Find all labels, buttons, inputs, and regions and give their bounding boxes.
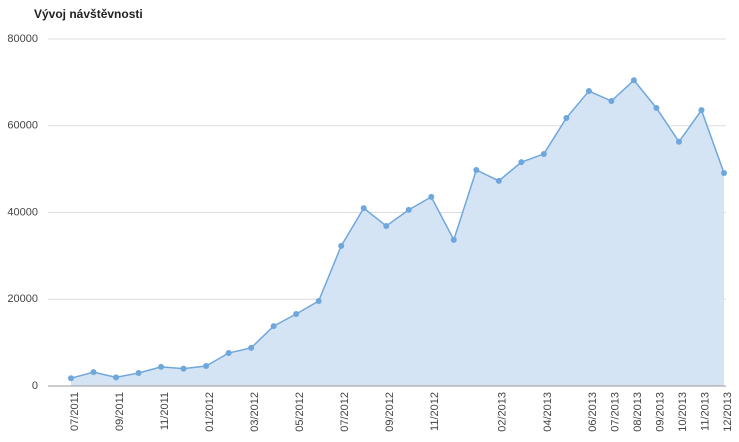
x-tick-label: 09/2011 (114, 392, 126, 431)
point (585, 88, 592, 95)
y-tick-label: 40000 (7, 206, 38, 218)
point (90, 369, 97, 376)
point (540, 150, 547, 157)
x-tick-label: 04/2013 (542, 392, 554, 432)
point (203, 363, 210, 370)
point (495, 177, 502, 184)
y-tick-label: 0 (32, 380, 38, 392)
x-tick-label: 07/2013 (609, 392, 621, 432)
point (270, 323, 277, 330)
x-tick-label: 09/2013 (654, 392, 666, 432)
point (338, 242, 345, 249)
x-tick-label: 03/2012 (249, 392, 261, 432)
point (675, 138, 682, 145)
y-tick-label: 20000 (7, 293, 38, 305)
x-tick-label: 06/2013 (587, 392, 599, 432)
point (428, 193, 435, 200)
point (405, 206, 412, 213)
line (70, 79, 725, 379)
point (518, 159, 525, 166)
x-tick-label: 12/2013 (722, 392, 734, 432)
x-tick-label: 05/2012 (294, 392, 306, 432)
point (293, 310, 300, 317)
point (135, 369, 142, 376)
chart-title: Vývoj návštěvnosti (34, 7, 143, 21)
point (563, 114, 570, 121)
x-tick-label: 01/2012 (204, 392, 216, 432)
point (473, 166, 480, 173)
point (653, 104, 660, 111)
x-tick-label: 02/2013 (497, 392, 509, 432)
point (360, 205, 367, 212)
x-tick-label: 11/2011 (159, 392, 171, 430)
x-tick-label: 10/2013 (677, 392, 689, 432)
x-tick-label: 08/2013 (632, 392, 644, 432)
x-tick-label: 11/2013 (699, 392, 711, 431)
point (113, 374, 120, 381)
point (383, 222, 390, 229)
x-tick-label: 11/2012 (429, 392, 441, 431)
point (630, 77, 637, 84)
point (721, 170, 727, 177)
point (180, 365, 187, 372)
area (71, 80, 724, 387)
point (608, 98, 615, 105)
point (68, 375, 74, 382)
x-tick-label: 07/2012 (339, 392, 351, 432)
point (698, 107, 705, 114)
y-tick-label: 80000 (7, 33, 38, 45)
y-tick-label: 60000 (7, 120, 38, 132)
x-tick-label: 09/2012 (384, 392, 396, 432)
point (315, 297, 322, 304)
point (450, 236, 457, 243)
point (248, 344, 255, 351)
x-tick-label: 07/2011 (69, 392, 81, 431)
point (225, 350, 232, 357)
point (158, 363, 165, 370)
